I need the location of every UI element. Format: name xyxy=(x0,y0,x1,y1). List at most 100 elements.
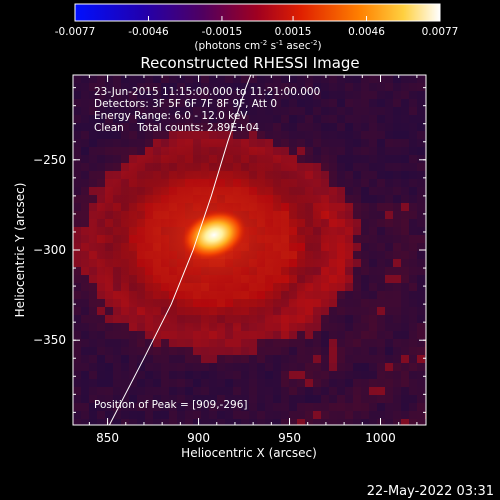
heatmap-cell xyxy=(153,123,161,131)
heatmap-cell xyxy=(73,339,81,347)
heatmap-cell xyxy=(345,419,353,425)
heatmap-cell xyxy=(209,115,217,123)
heatmap-cell xyxy=(153,347,161,355)
peak-position-label: Position of Peak = [909,-296] xyxy=(94,399,248,411)
heatmap-cell xyxy=(81,115,89,123)
heatmap-cell xyxy=(137,379,145,387)
heatmap-cell xyxy=(377,275,385,283)
heatmap-cell xyxy=(313,155,321,163)
heatmap-cell xyxy=(105,115,113,123)
heatmap-cell xyxy=(209,123,217,131)
heatmap-cell xyxy=(225,363,233,371)
heatmap-cell xyxy=(73,123,81,131)
heatmap-cell xyxy=(81,147,89,155)
heatmap-cell xyxy=(345,379,353,387)
heatmap-cell xyxy=(385,315,393,323)
heatmap-cell xyxy=(73,211,81,219)
heatmap-cell xyxy=(337,379,345,387)
heatmap-cell xyxy=(409,203,417,211)
heatmap-cell xyxy=(217,419,225,425)
heatmap-cell xyxy=(417,307,425,315)
heatmap-cell xyxy=(297,387,305,395)
solar-limb-curve xyxy=(108,75,252,425)
heatmap-cell xyxy=(121,131,129,139)
heatmap-cell xyxy=(97,163,105,171)
heatmap-cell xyxy=(305,419,313,425)
heatmap-cell xyxy=(121,355,129,363)
heatmap-cell xyxy=(401,371,409,379)
heatmap-cell xyxy=(321,339,329,347)
heatmap-cell xyxy=(361,171,369,179)
heatmap-cell xyxy=(225,331,233,339)
heatmap-cell xyxy=(361,227,369,235)
heatmap-cell xyxy=(241,395,249,403)
heatmap-cell xyxy=(273,347,281,355)
heatmap-cell xyxy=(313,123,321,131)
heatmap-cell xyxy=(289,323,297,331)
heatmap-cell xyxy=(89,331,97,339)
heatmap-cell xyxy=(393,243,401,251)
heatmap-cell xyxy=(81,411,89,419)
heatmap-cell xyxy=(281,387,289,395)
heatmap-cell xyxy=(329,139,337,147)
heatmap-cell xyxy=(161,379,169,387)
heatmap-cell xyxy=(81,171,89,179)
heatmap-cell xyxy=(217,75,225,83)
heatmap-cell xyxy=(169,419,177,425)
heatmap-cell xyxy=(345,243,353,251)
heatmap-cell xyxy=(409,315,417,323)
heatmap-cell xyxy=(361,211,369,219)
heatmap-cell xyxy=(153,355,161,363)
heatmap-cell xyxy=(161,395,169,403)
heatmap-cell xyxy=(177,347,185,355)
heatmap-cell xyxy=(305,147,313,155)
heatmap-cell xyxy=(369,307,377,315)
heatmap-cell xyxy=(409,259,417,267)
heatmap-cell xyxy=(369,299,377,307)
heatmap-cell xyxy=(321,163,329,171)
heatmap-cell xyxy=(73,331,81,339)
heatmap-cell xyxy=(161,347,169,355)
heatmap-cell xyxy=(297,355,305,363)
heatmap-cell xyxy=(193,403,201,411)
heatmap-cell xyxy=(345,131,353,139)
heatmap-cell xyxy=(201,115,209,123)
heatmap-cell xyxy=(129,123,137,131)
heatmap-cell xyxy=(337,155,345,163)
heatmap-cell xyxy=(345,219,353,227)
heatmap-cell xyxy=(97,139,105,147)
heatmap-cell xyxy=(305,339,313,347)
heatmap-cell xyxy=(161,131,169,139)
heatmap-cell xyxy=(225,75,233,83)
heatmap-cell xyxy=(265,371,273,379)
heatmap-cell xyxy=(89,251,97,259)
heatmap-cell xyxy=(361,235,369,243)
heatmap-cell xyxy=(73,307,81,315)
heatmap-cell xyxy=(233,115,241,123)
heatmap-cell xyxy=(97,363,105,371)
heatmap-cell xyxy=(393,395,401,403)
heatmap-cell xyxy=(409,387,417,395)
heatmap-cell xyxy=(73,395,81,403)
heatmap-cell xyxy=(129,139,137,147)
heatmap-cell xyxy=(257,419,265,425)
heatmap-cell xyxy=(97,371,105,379)
heatmap-cell xyxy=(201,339,209,347)
heatmap-cell xyxy=(297,323,305,331)
heatmap-cell xyxy=(369,395,377,403)
info-energy-range: Energy Range: 6.0 - 12.0 keV xyxy=(94,110,248,122)
heatmap-cell xyxy=(417,339,425,347)
heatmap-cell xyxy=(361,339,369,347)
heatmap-cell xyxy=(401,363,409,371)
heatmap-cell xyxy=(185,331,193,339)
heatmap-cell xyxy=(361,75,369,83)
heatmap-cell xyxy=(89,403,97,411)
heatmap-cell xyxy=(353,371,361,379)
heatmap-cell xyxy=(225,91,233,99)
heatmap-cell xyxy=(233,355,241,363)
heatmap-cell xyxy=(145,395,153,403)
heatmap-cell xyxy=(409,179,417,187)
heatmap-cell xyxy=(417,243,425,251)
heatmap-cell xyxy=(361,347,369,355)
footer-timestamp: 22-May-2022 03:31 xyxy=(367,484,494,499)
